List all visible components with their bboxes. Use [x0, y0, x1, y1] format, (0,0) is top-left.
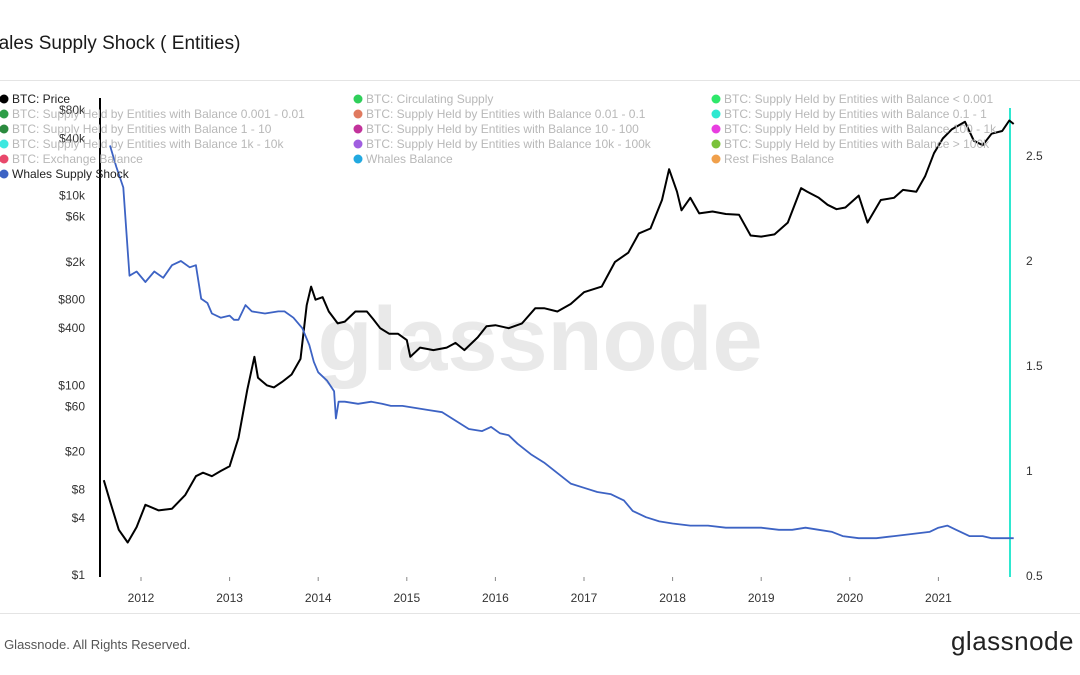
y-left-tick-label: $4	[72, 511, 86, 525]
legend-label: BTC: Supply Held by Entities with Balanc…	[724, 107, 987, 121]
series-lines	[102, 119, 1015, 544]
legend-item[interactable]: BTC: Circulating Supply	[353, 92, 494, 106]
legend-swatch	[353, 154, 363, 164]
legend-item[interactable]: BTC: Supply Held by Entities with Balanc…	[353, 122, 640, 136]
legend-item[interactable]: BTC: Price	[0, 92, 70, 106]
y-left-tick-label: $40k	[59, 132, 86, 146]
y-axis-left: $1 $4 $8 $20 $60 $100 $400 $800 $2k $6k $10k $40k $8…	[58, 103, 86, 582]
legend-item[interactable]: Whales Supply Shock	[0, 167, 130, 181]
y-left-tick-label: $1	[72, 568, 86, 582]
legend-swatch	[0, 154, 9, 164]
legend-label: BTC: Supply Held by Entities with Balanc…	[12, 137, 284, 151]
x-tick-label: 2016	[482, 591, 509, 605]
legend-item[interactable]: Whales Balance	[353, 152, 454, 166]
y-left-tick-label: $100	[58, 378, 85, 392]
series-line-whales-supply-shock	[109, 145, 1014, 540]
y-left-tick-label: $800	[58, 293, 85, 307]
legend-label: BTC: Price	[12, 92, 70, 106]
legend-label: BTC: Exchange Balance	[12, 152, 143, 166]
legend-item[interactable]: BTC: Supply Held by Entities with Balanc…	[711, 137, 991, 151]
legend-label: Whales Supply Shock	[12, 167, 130, 181]
watermark: glassnode	[317, 290, 762, 390]
legend-label: Whales Balance	[366, 152, 453, 166]
legend-swatch	[353, 109, 363, 119]
legend-swatch	[0, 169, 9, 179]
legend-swatch	[711, 154, 721, 164]
legend[interactable]: BTC: Price BTC: Circulating Supply BTC: Su…	[0, 92, 997, 181]
legend-swatch	[0, 139, 9, 149]
x-tick-label: 2020	[836, 591, 863, 605]
legend-swatch	[353, 139, 363, 149]
x-axis: 2012 2013 2014 2015 2016 2017 2018 2019 2020 2021	[99, 98, 1011, 605]
y-left-tick-label: $6k	[66, 210, 86, 224]
legend-item[interactable]: BTC: Supply Held by Entities with Balanc…	[353, 137, 652, 151]
legend-label: BTC: Circulating Supply	[366, 92, 493, 106]
glassnode-logo[interactable]: glassnode	[950, 626, 1074, 656]
y-right-tick-label: 2	[1026, 254, 1033, 268]
legend-item[interactable]: BTC: Exchange Balance	[0, 152, 143, 166]
y-left-tick-label: $400	[58, 321, 85, 335]
legend-item[interactable]: BTC: Supply Held by Entities with Balanc…	[0, 137, 284, 151]
legend-item[interactable]: BTC: Supply Held by Entities with Balanc…	[711, 122, 998, 136]
x-tick-label: 2015	[393, 591, 420, 605]
legend-item[interactable]: BTC: Supply Held by Entities with Balanc…	[0, 122, 272, 136]
x-tick-label: 2018	[659, 591, 686, 605]
legend-swatch	[0, 124, 9, 134]
legend-swatch	[711, 124, 721, 134]
legend-label: Rest Fishes Balance	[724, 152, 834, 166]
legend-item[interactable]: BTC: Supply Held by Entities with Balanc…	[711, 107, 988, 121]
copyright-text: 21 Glassnode. All Rights Reserved.	[0, 637, 191, 652]
x-tick-label: 2021	[925, 591, 952, 605]
legend-swatch	[711, 94, 721, 104]
y-left-tick-label: $60	[65, 399, 85, 413]
series-line-btc-price	[102, 119, 1015, 544]
y-right-tick-label: 2.5	[1026, 149, 1043, 163]
y-left-tick-label: $80k	[59, 103, 86, 117]
legend-label: BTC: Supply Held by Entities with Balanc…	[12, 107, 305, 121]
footer-divider	[0, 613, 1080, 614]
x-tick-label: 2017	[571, 591, 598, 605]
chart-title: hales Supply Shock ( Entities)	[0, 33, 241, 54]
legend-swatch	[711, 139, 721, 149]
x-tick-label: 2013	[216, 591, 243, 605]
legend-label: BTC: Supply Held by Entities with Balanc…	[366, 137, 652, 151]
y-left-tick-label: $2k	[66, 255, 86, 269]
legend-swatch	[0, 109, 9, 119]
legend-item[interactable]: BTC: Supply Held by Entities with Balanc…	[0, 107, 305, 121]
legend-swatch	[353, 94, 363, 104]
legend-swatch	[711, 109, 721, 119]
legend-swatch	[0, 94, 9, 104]
legend-label: BTC: Supply Held by Entities with Balanc…	[724, 122, 997, 136]
y-right-tick-label: 1	[1026, 464, 1033, 478]
y-right-tick-label: 0.5	[1026, 569, 1043, 583]
chart-area[interactable]: glassnode 2012 2013 2014 2015 2016 2017 2018 20…	[0, 80, 1080, 613]
legend-label: BTC: Supply Held by Entities with Balanc…	[724, 137, 990, 151]
legend-item[interactable]: Rest Fishes Balance	[711, 152, 835, 166]
x-tick-label: 2019	[748, 591, 775, 605]
legend-swatch	[353, 124, 363, 134]
legend-label: BTC: Supply Held by Entities with Balanc…	[724, 92, 993, 106]
x-tick-label: 2014	[305, 591, 332, 605]
legend-label: BTC: Supply Held by Entities with Balanc…	[12, 122, 272, 136]
x-tick-label: 2012	[128, 591, 155, 605]
header-divider	[0, 80, 1080, 81]
legend-item[interactable]: BTC: Supply Held by Entities with Balanc…	[711, 92, 994, 106]
y-left-tick-label: $10k	[59, 189, 86, 203]
legend-item[interactable]: BTC: Supply Held by Entities with Balanc…	[353, 107, 646, 121]
legend-label: BTC: Supply Held by Entities with Balanc…	[366, 122, 639, 136]
y-left-tick-label: $8	[72, 482, 86, 496]
y-axis-right: 0.5 1 1.5 2 2.5	[1026, 149, 1043, 583]
y-left-tick-label: $20	[65, 445, 85, 459]
y-right-tick-label: 1.5	[1026, 359, 1043, 373]
legend-label: BTC: Supply Held by Entities with Balanc…	[366, 107, 646, 121]
